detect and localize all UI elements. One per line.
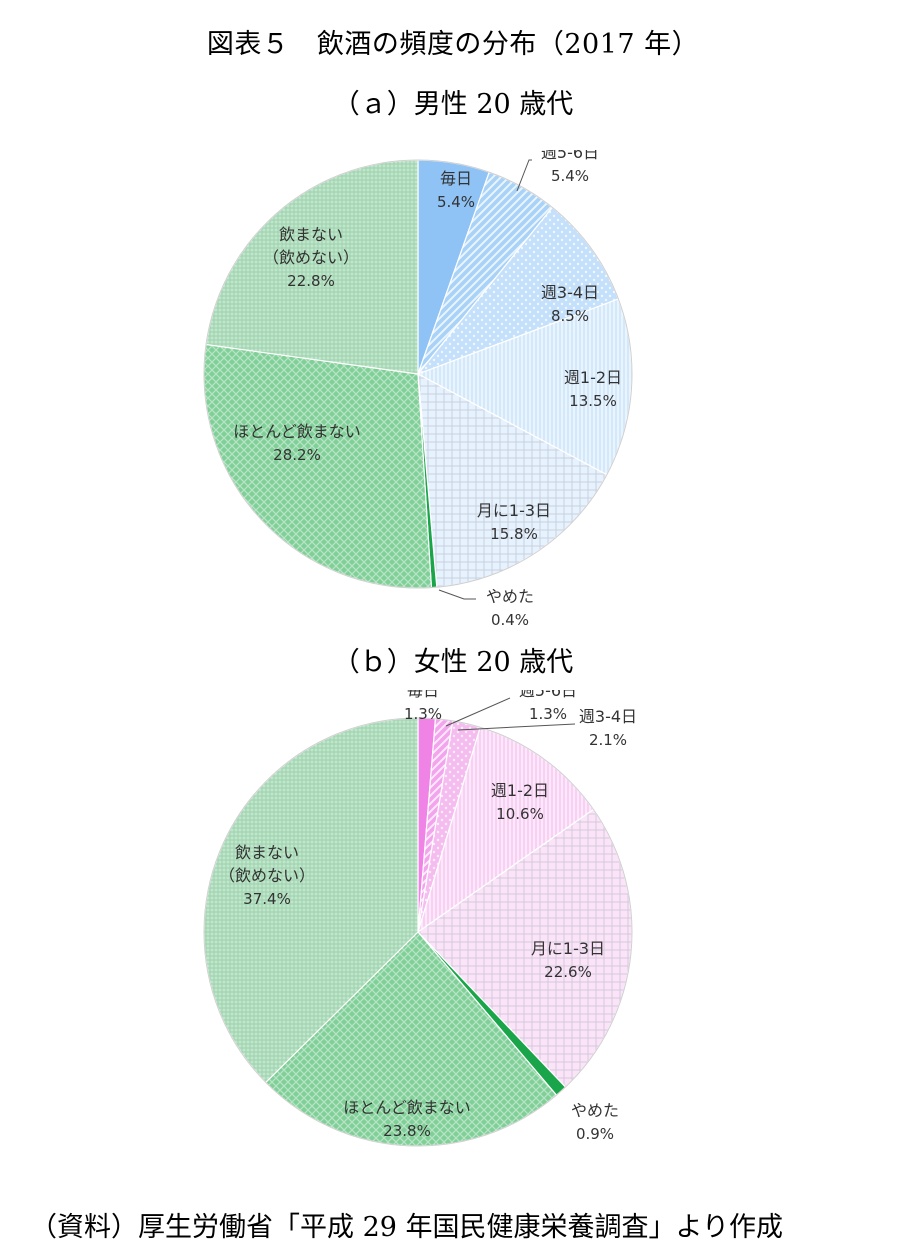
slice-value-4: 22.6% bbox=[544, 963, 592, 981]
slice-label-text-0-0: 毎日 bbox=[440, 169, 472, 188]
slice-label-0: 毎日 1.3% bbox=[404, 690, 442, 723]
slice-value-4: 15.8% bbox=[490, 525, 538, 543]
slice-value-1: 1.3% bbox=[529, 705, 567, 723]
slice-value-5: 0.9% bbox=[576, 1125, 614, 1143]
slice-label-5: やめた 0.4% bbox=[486, 587, 534, 629]
pie-chart-female-20s: 毎日 1.3% 週5-6日 1.3% 週3-4日 2.1% 週1-2日 10.6% 月に1-3日… bbox=[203, 690, 637, 1147]
pie-slice-6 bbox=[203, 343, 433, 589]
slice-label-text-7-0: 飲まない bbox=[235, 843, 299, 862]
slice-value-3: 10.6% bbox=[496, 805, 544, 823]
slice-label-7: 飲まない （飲めない） 22.8% bbox=[263, 225, 359, 290]
slice-label-6: ほとんど飲まない 28.2% bbox=[233, 422, 361, 464]
slice-label-1: 週5-6日 5.4% bbox=[541, 150, 599, 185]
slice-label-1: 週5-6日 1.3% bbox=[519, 690, 577, 723]
slice-label-2: 週3-4日 2.1% bbox=[579, 707, 637, 749]
leader-line-0 bbox=[445, 697, 511, 727]
slice-label-4: 月に1-3日 15.8% bbox=[477, 501, 551, 543]
slice-value-0: 1.3% bbox=[404, 705, 442, 723]
slice-label-3: 週1-2日 13.5% bbox=[564, 368, 622, 410]
slice-label-text-5-0: やめた bbox=[486, 587, 534, 606]
slice-value-2: 8.5% bbox=[551, 307, 589, 325]
source-note: （資料）厚生労働省「平成 29 年国民健康栄養調査」より作成 bbox=[30, 1212, 783, 1243]
slice-label-2: 週3-4日 8.5% bbox=[541, 283, 599, 325]
slice-label-0: 毎日 5.4% bbox=[437, 169, 475, 211]
slice-label-6: ほとんど飲まない 23.8% bbox=[343, 1098, 471, 1140]
slice-label-text-7-0: 飲まない bbox=[279, 225, 343, 244]
slice-label-text-6-0: ほとんど飲まない bbox=[233, 422, 361, 441]
slice-label-text-3-0: 週1-2日 bbox=[491, 781, 549, 800]
slice-label-text-4-0: 月に1-3日 bbox=[477, 501, 551, 520]
slice-label-text-3-0: 週1-2日 bbox=[564, 368, 622, 387]
slice-value-6: 23.8% bbox=[383, 1122, 431, 1140]
chart-a-title: （ａ）男性 20 歳代 bbox=[332, 89, 574, 120]
slice-label-text-7-1: （飲めない） bbox=[219, 866, 315, 885]
figure-title: 図表５ 飲酒の頻度の分布（2017 年） bbox=[206, 29, 700, 60]
slice-label-7: 飲まない （飲めない） 37.4% bbox=[219, 843, 315, 908]
slice-label-text-1-0: 週5-6日 bbox=[519, 690, 577, 700]
slice-value-2: 2.1% bbox=[589, 731, 627, 749]
slice-label-text-0-0: 毎日 bbox=[407, 690, 439, 700]
slice-label-text-2-0: 週3-4日 bbox=[541, 283, 599, 302]
slice-value-6: 28.2% bbox=[273, 446, 321, 464]
slice-value-0: 5.4% bbox=[437, 193, 475, 211]
leader-line-1 bbox=[438, 589, 476, 600]
slice-label-4: 月に1-3日 22.6% bbox=[531, 939, 605, 981]
leader-line-1 bbox=[457, 723, 576, 731]
pie-chart-male-20s: 毎日 5.4% 週5-6日 5.4% 週3-4日 8.5% 週1-2日 13.5% 月に1-3日… bbox=[203, 150, 633, 629]
slice-label-3: 週1-2日 10.6% bbox=[491, 781, 549, 823]
slice-label-text-7-1: （飲めない） bbox=[263, 248, 359, 267]
chart-b-title: （ｂ）女性 20 歳代 bbox=[332, 647, 574, 678]
slice-value-3: 13.5% bbox=[569, 392, 617, 410]
slice-label-text-5-0: やめた bbox=[571, 1101, 619, 1120]
slice-value-5: 0.4% bbox=[491, 611, 529, 629]
slice-value-7: 22.8% bbox=[287, 272, 335, 290]
pie-slice-7 bbox=[205, 159, 419, 375]
slice-label-text-6-0: ほとんど飲まない bbox=[343, 1098, 471, 1117]
slice-value-7: 37.4% bbox=[243, 890, 291, 908]
slice-label-text-1-0: 週5-6日 bbox=[541, 150, 599, 162]
slice-label-5: やめた 0.9% bbox=[571, 1101, 619, 1143]
slice-value-1: 5.4% bbox=[551, 167, 589, 185]
slice-label-text-2-0: 週3-4日 bbox=[579, 707, 637, 726]
leader-line-0 bbox=[516, 159, 532, 192]
slice-label-text-4-0: 月に1-3日 bbox=[531, 939, 605, 958]
